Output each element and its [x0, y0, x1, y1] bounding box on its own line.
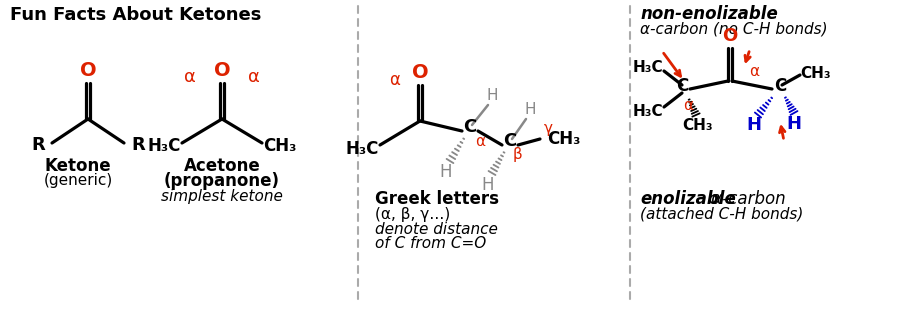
Text: CH₃: CH₃: [683, 117, 714, 133]
Text: CH₃: CH₃: [547, 130, 580, 148]
Text: H₃C: H₃C: [346, 140, 379, 158]
Text: C: C: [503, 132, 517, 150]
Text: H₃C: H₃C: [633, 59, 663, 74]
Text: α: α: [248, 68, 260, 86]
Text: O: O: [80, 61, 96, 79]
Text: α-carbon (no C-H bonds): α-carbon (no C-H bonds): [640, 21, 828, 36]
Text: R: R: [131, 136, 145, 154]
Text: α: α: [184, 68, 196, 86]
Text: α: α: [683, 98, 693, 112]
Text: O: O: [213, 61, 230, 79]
Text: α: α: [475, 133, 485, 149]
Text: denote distance: denote distance: [375, 221, 498, 236]
Text: (attached C-H bonds): (attached C-H bonds): [640, 207, 804, 221]
Text: (α, β, γ…): (α, β, γ…): [375, 207, 450, 221]
Text: O: O: [723, 27, 738, 45]
Text: Acetone: Acetone: [184, 157, 260, 175]
Text: Greek letters: Greek letters: [375, 190, 499, 208]
Text: Ketone: Ketone: [45, 157, 112, 175]
Text: H: H: [482, 176, 494, 194]
Text: H₃C: H₃C: [633, 104, 663, 118]
Text: H: H: [486, 89, 498, 104]
Text: H₃C: H₃C: [148, 137, 181, 155]
Text: Fun Facts About Ketones: Fun Facts About Ketones: [10, 6, 261, 24]
Text: C: C: [676, 77, 688, 95]
Text: CH₃: CH₃: [801, 66, 832, 80]
Text: simplest ketone: simplest ketone: [161, 190, 283, 204]
Text: H: H: [440, 163, 452, 181]
Text: (propanone): (propanone): [164, 172, 280, 190]
Text: H: H: [524, 102, 536, 117]
Text: H: H: [746, 116, 761, 134]
Text: β: β: [513, 148, 523, 163]
Text: (generic): (generic): [43, 174, 112, 188]
Text: C: C: [774, 77, 786, 95]
Text: H: H: [787, 115, 802, 133]
Text: C: C: [464, 118, 477, 136]
Text: non-enolizable: non-enolizable: [640, 5, 778, 23]
Text: R: R: [32, 136, 45, 154]
Text: α: α: [390, 71, 400, 89]
Text: enolizable: enolizable: [640, 190, 736, 208]
Text: α: α: [749, 63, 759, 78]
Text: CH₃: CH₃: [264, 137, 297, 155]
Text: α-carbon: α-carbon: [706, 190, 786, 208]
Text: O: O: [411, 62, 428, 82]
Text: of C from C=O: of C from C=O: [375, 236, 486, 252]
Text: γ: γ: [544, 122, 553, 137]
